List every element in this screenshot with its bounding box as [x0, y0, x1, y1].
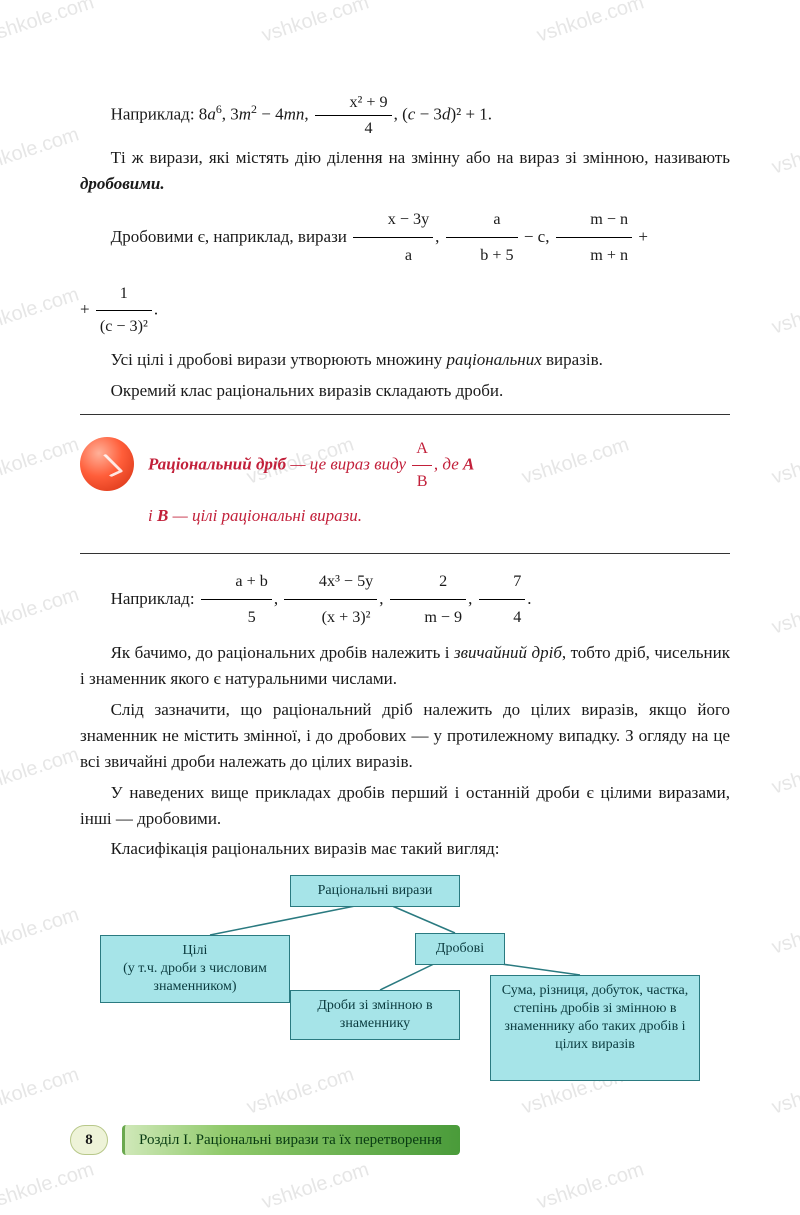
diagram-node: Цілі(у т.ч. дроби з числовим знаменником… — [100, 935, 290, 1004]
definition-text: Раціональний дріб — це вираз виду AB, де… — [148, 433, 474, 533]
diagram-node: Сума, різниця, добуток, частка, степінь … — [490, 975, 700, 1081]
fraction: x² + 94 — [315, 90, 392, 141]
paragraph-8: Слід зазначити, що раціональний дріб нал… — [80, 697, 730, 776]
paragraph-5: Окремий клас раціональних виразів склада… — [80, 378, 730, 404]
paragraph-9: У наведених вище прикладах дробів перший… — [80, 780, 730, 833]
diagram-node: Дробові — [415, 933, 505, 965]
paragraph-7: Як бачимо, до раціональних дробів належи… — [80, 640, 730, 693]
paragraph-example-1: Наприклад: 8a6, 3m2 − 4mn, x² + 94, (c −… — [80, 90, 730, 141]
paragraph-4: Усі цілі і дробові вирази утворюють множ… — [80, 347, 730, 373]
divider — [80, 414, 730, 415]
paragraph-3: Дробовими є, наприклад, вирази x − 3ya, … — [80, 202, 730, 274]
definition-box: Раціональний дріб — це вираз виду AB, де… — [80, 425, 730, 543]
diagram-node: Раціональні вирази — [290, 875, 460, 907]
paragraph-2: Ті ж вирази, які містять дію ділення на … — [80, 145, 730, 198]
paragraph-10: Класифікація раціональних виразів має та… — [80, 836, 730, 862]
paragraph-6: Наприклад: a + b5, 4x³ − 5y(x + 3)², 2m … — [80, 564, 730, 636]
page-content: Наприклад: 8a6, 3m2 − 4mn, x² + 94, (c −… — [0, 0, 800, 1195]
diagram-node: Дроби зі змінною в знаменнику — [290, 990, 460, 1040]
paragraph-3b: + 1(c − 3)². — [80, 278, 730, 344]
classification-diagram: Раціональні виразиЦілі(у т.ч. дроби з чи… — [80, 875, 730, 1135]
definition-icon — [80, 437, 134, 491]
divider — [80, 553, 730, 554]
